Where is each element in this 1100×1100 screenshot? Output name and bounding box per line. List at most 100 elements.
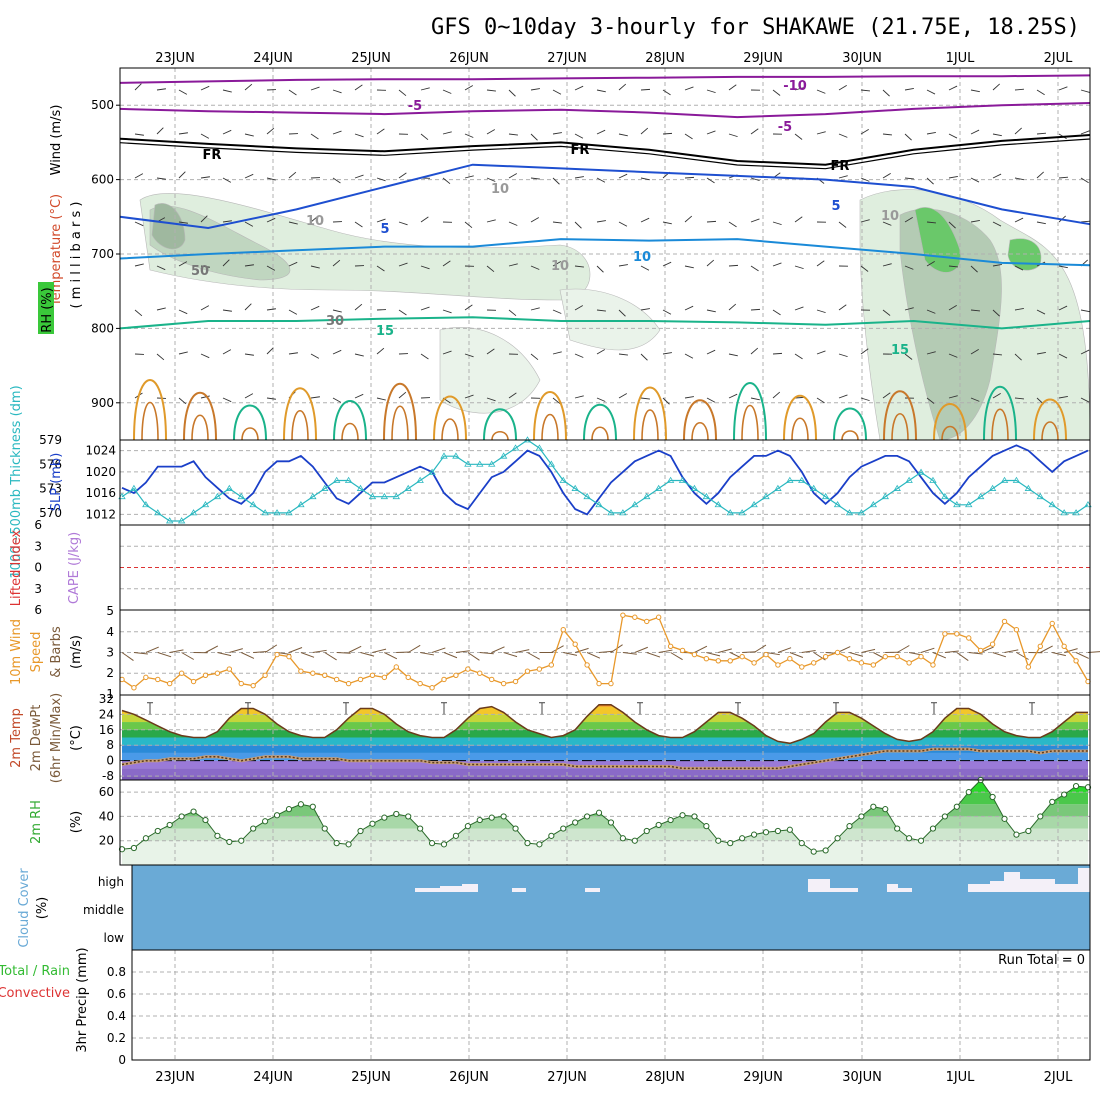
wind10-barb bbox=[861, 648, 876, 653]
wind-barb bbox=[552, 132, 562, 135]
slp-tick: 1020 bbox=[85, 465, 116, 479]
cloud-gap bbox=[440, 886, 462, 892]
wind-barb bbox=[618, 393, 628, 399]
wind-barb bbox=[244, 221, 254, 227]
wind-barb bbox=[618, 173, 628, 179]
thickness-point bbox=[953, 500, 961, 508]
rh-point bbox=[1049, 798, 1056, 805]
pressure-tick: 600 bbox=[91, 173, 114, 187]
contour-label: 10 bbox=[306, 214, 324, 229]
wind-barb bbox=[178, 132, 188, 135]
wind-barb bbox=[508, 173, 518, 179]
ylabel-temp-b: 2m DewPt bbox=[29, 705, 44, 772]
thickness-point bbox=[583, 492, 591, 500]
wind-barb bbox=[794, 265, 804, 270]
wind10-barb bbox=[264, 644, 278, 653]
wind-barb bbox=[662, 261, 672, 267]
wind-barb bbox=[728, 393, 738, 399]
precip-tick: 0 bbox=[118, 1053, 126, 1067]
warm-contour-inner bbox=[891, 412, 909, 441]
wind-barb bbox=[420, 133, 429, 141]
wind10-barb bbox=[372, 648, 387, 653]
wind10-barb bbox=[563, 652, 578, 656]
rh-point bbox=[1072, 782, 1080, 790]
thickness-point bbox=[487, 460, 496, 467]
thickness-point bbox=[595, 500, 603, 508]
warm-contour-loop bbox=[933, 403, 967, 441]
wind-barb bbox=[904, 87, 914, 91]
warm-contour-loop bbox=[533, 391, 567, 441]
rh-point bbox=[118, 846, 126, 853]
bottom-date-label: 24JUN bbox=[253, 1070, 293, 1085]
wind10-point bbox=[703, 656, 710, 662]
cloud-gap bbox=[808, 879, 830, 892]
contour-10 bbox=[119, 238, 1091, 267]
warm-contour-loop bbox=[283, 387, 317, 441]
wind-barb bbox=[662, 397, 670, 405]
rh-point bbox=[858, 813, 865, 820]
bottom-date-label: 23JUN bbox=[155, 1070, 195, 1085]
wind-barb bbox=[376, 218, 386, 223]
warm-contour-loop bbox=[583, 403, 617, 441]
wind10-barb bbox=[706, 652, 721, 657]
rh-point bbox=[584, 813, 591, 820]
rh-point bbox=[619, 835, 626, 842]
thickness-point bbox=[845, 509, 854, 516]
wind-barb bbox=[332, 89, 342, 94]
chart-title: GFS 0~10day 3-hourly for SHAKAWE (21.75E… bbox=[431, 15, 1080, 40]
wind-barb bbox=[882, 172, 891, 179]
cloud-gap bbox=[887, 884, 898, 892]
wind-barb bbox=[882, 221, 892, 226]
wind-barb bbox=[134, 173, 144, 179]
wind10-barb bbox=[968, 652, 983, 655]
wind-barb bbox=[288, 171, 297, 179]
wind-barb bbox=[684, 305, 694, 311]
wind10-barb bbox=[1064, 648, 1078, 653]
wind-barb bbox=[860, 397, 870, 402]
wind-barb bbox=[244, 264, 254, 267]
thickness-point bbox=[1000, 476, 1009, 483]
wind10-point bbox=[262, 672, 268, 679]
wind10-barb bbox=[551, 645, 564, 653]
wind10-barb bbox=[133, 652, 148, 655]
thickness-point bbox=[154, 509, 162, 516]
wind-barb bbox=[398, 89, 407, 97]
rh-region bbox=[151, 203, 186, 250]
wind-barb bbox=[222, 259, 230, 267]
wind-barb bbox=[706, 220, 717, 223]
wind-barb bbox=[530, 307, 540, 311]
wind-barb bbox=[596, 129, 606, 135]
wind-barb bbox=[794, 396, 805, 399]
wind10-barb bbox=[360, 652, 375, 657]
wind10-barb bbox=[479, 652, 494, 655]
wind-barb bbox=[200, 305, 210, 311]
wind-barb bbox=[156, 177, 166, 180]
wind-barb bbox=[508, 263, 518, 267]
slp-line bbox=[121, 444, 1089, 516]
wind-barb bbox=[948, 265, 958, 268]
wind-barb bbox=[728, 84, 737, 91]
wind10-point bbox=[846, 656, 853, 662]
wind-barb bbox=[1080, 309, 1090, 313]
thickness-point bbox=[833, 500, 842, 508]
rh-point bbox=[882, 806, 889, 813]
rh-point bbox=[536, 841, 543, 848]
wind-barb bbox=[266, 265, 276, 271]
wind10-point bbox=[596, 680, 602, 687]
wind-barb bbox=[1014, 265, 1024, 271]
wind-barb bbox=[156, 265, 166, 271]
wind-barb bbox=[178, 171, 186, 179]
wind10-point bbox=[632, 614, 638, 620]
wind10-point bbox=[524, 668, 531, 674]
wind10-barb bbox=[718, 648, 732, 653]
rh-point bbox=[154, 827, 161, 835]
wind-barb bbox=[442, 350, 452, 355]
wind-barb bbox=[266, 217, 276, 223]
wind-barb bbox=[596, 89, 606, 93]
wind-barb bbox=[860, 348, 869, 355]
wind-barb bbox=[860, 128, 869, 135]
wind-barb bbox=[860, 89, 870, 92]
warm-contour-loop bbox=[833, 407, 867, 441]
thickness-point bbox=[249, 500, 257, 508]
thickness-point bbox=[452, 452, 460, 459]
